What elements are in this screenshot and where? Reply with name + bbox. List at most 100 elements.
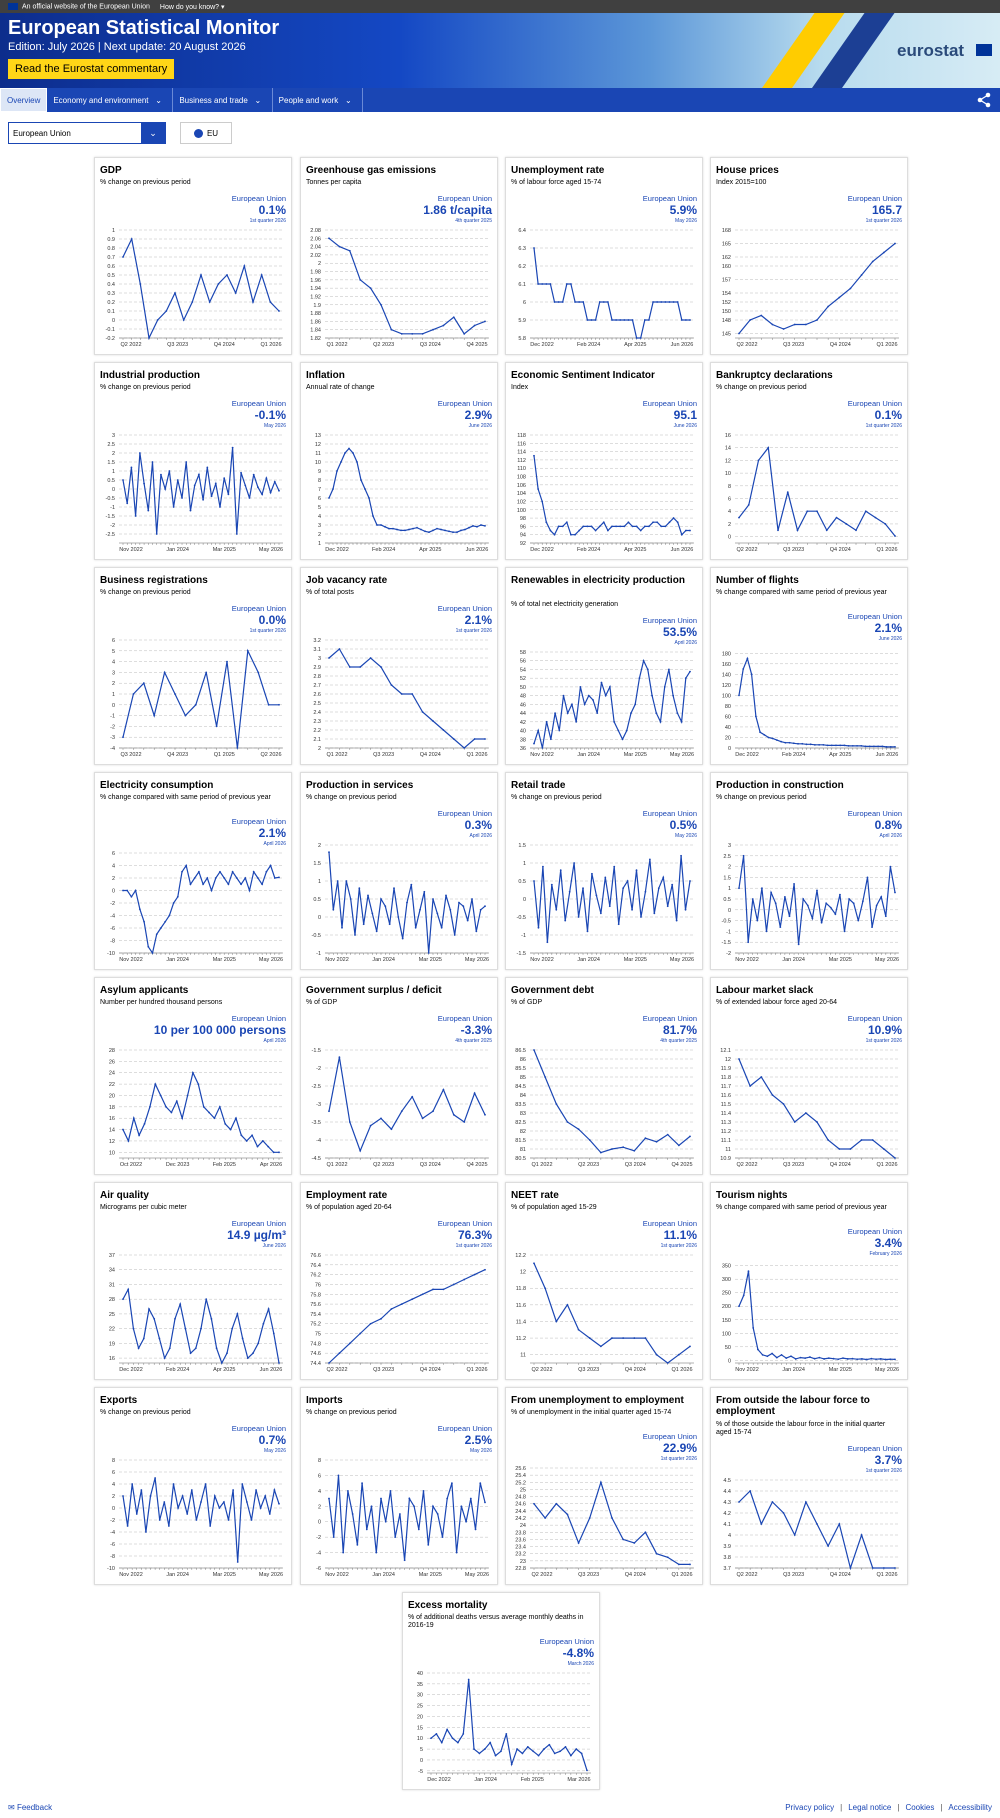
data-point	[553, 533, 556, 536]
data-point	[369, 1124, 372, 1127]
footer-link-accessibility[interactable]: Accessibility	[948, 1803, 992, 1812]
indicator-card[interactable]: Labour market slack % of extended labour …	[710, 977, 908, 1175]
data-point	[790, 1355, 792, 1358]
indicator-card[interactable]: Tourism nights % change compared with sam…	[710, 1182, 908, 1380]
data-point	[544, 1076, 547, 1078]
data-point	[259, 1507, 262, 1509]
indicator-card[interactable]: Greenhouse gas emissions Tonnes per capit…	[300, 157, 498, 355]
data-point	[623, 525, 626, 528]
indicator-card[interactable]: Employment rate % of population aged 20-6…	[300, 1182, 498, 1380]
y-tick-label: 23.6	[515, 1537, 526, 1543]
x-tick-label: Dec 2022	[735, 752, 759, 758]
data-point	[806, 510, 809, 513]
eu-toggle-button[interactable]: EU	[180, 122, 232, 144]
x-tick-label: Mar 2025	[829, 1367, 852, 1373]
indicator-card[interactable]: Business registrations % change on previo…	[94, 567, 292, 765]
eu-flag-logo-icon	[976, 44, 992, 56]
tab-overview[interactable]: Overview	[0, 88, 48, 112]
y-tick-label: 10	[109, 1150, 115, 1156]
data-point	[174, 693, 176, 695]
y-tick-label: 2.02	[310, 253, 321, 259]
x-tick-label: May 2026	[465, 1572, 489, 1578]
data-point	[561, 525, 564, 528]
chevron-down-icon[interactable]: ⌄	[141, 123, 165, 143]
data-point	[818, 1356, 821, 1359]
indicator-title: Electricity consumption	[100, 780, 214, 791]
footer-link-privacy[interactable]: Privacy policy	[785, 1803, 835, 1812]
indicator-card[interactable]: Government surplus / deficit % of GDP Euro…	[300, 977, 498, 1175]
y-tick-label: 1.5	[723, 875, 731, 881]
indicator-card[interactable]: Exports % change on previous period Europe…	[94, 1387, 292, 1585]
indicator-card[interactable]: Unemployment rate % of labour force aged …	[505, 157, 703, 355]
y-tick-label: 11	[725, 1147, 731, 1153]
indicator-card[interactable]: Industrial production % change on previou…	[94, 362, 292, 560]
eurostat-logo[interactable]: eurostat	[897, 41, 965, 60]
data-point	[484, 1501, 486, 1504]
tab-people-work[interactable]: People and work ⌄	[273, 88, 364, 112]
feedback-link[interactable]: ✉ Feedback	[8, 1803, 53, 1812]
indicator-card[interactable]: Government debt% of GDP European Union 81.…	[505, 977, 703, 1175]
indicator-card[interactable]: Number of flights % change compared with …	[710, 567, 908, 765]
geo-select[interactable]: European Union ⌄	[8, 122, 166, 144]
data-point	[272, 1332, 275, 1335]
indicator-card[interactable]: House prices Index 2015=100 European Union…	[710, 157, 908, 355]
data-point	[163, 1501, 166, 1503]
data-point	[202, 883, 205, 886]
data-point	[244, 877, 247, 879]
indicator-card[interactable]: Bankruptcy declarations % change on previ…	[710, 362, 908, 560]
indicator-card[interactable]: Production in construction % change on pr…	[710, 772, 908, 970]
indicator-card[interactable]: Excess mortality % of additional deaths v…	[402, 1592, 600, 1790]
data-point	[411, 693, 414, 695]
footer-link-legal[interactable]: Legal notice	[848, 1803, 892, 1812]
data-point	[548, 1743, 551, 1746]
data-point	[646, 668, 649, 671]
indicator-title: GDP	[100, 165, 122, 176]
indicator-card[interactable]: From outside the labour force to employm…	[710, 1387, 908, 1585]
data-point	[677, 1144, 680, 1147]
y-tick-label: -4	[110, 746, 115, 752]
indicator-card[interactable]: Asylum applicants Number per hundred thou…	[94, 977, 292, 1175]
data-point	[163, 671, 166, 674]
indicator-card[interactable]: Production in services % change on previo…	[300, 772, 498, 970]
data-point	[473, 1748, 475, 1750]
data-point	[371, 912, 374, 915]
indicator-card[interactable]: Inflation Annual rate of change European U…	[300, 362, 498, 560]
data-point	[227, 1519, 230, 1521]
data-point	[586, 525, 589, 528]
y-tick-label: 0	[112, 487, 115, 493]
data-point	[849, 287, 852, 290]
data-point	[336, 470, 338, 472]
data-point	[451, 1737, 454, 1740]
y-tick-label: 0	[318, 1520, 321, 1526]
indicator-card[interactable]: Renewables in electricity production % of…	[505, 567, 703, 765]
data-point	[140, 1489, 143, 1491]
data-point	[456, 1741, 459, 1744]
indicator-card[interactable]: From unemployment to employment % of unem…	[505, 1387, 703, 1585]
indicator-card[interactable]: Retail trade % change on previous period E…	[505, 772, 703, 970]
y-tick-label: -10	[107, 1566, 115, 1572]
data-point	[268, 1513, 271, 1515]
y-tick-label: 4	[728, 1533, 731, 1539]
x-tick-label: May 2026	[259, 957, 283, 963]
indicator-card[interactable]: NEET rate % of population aged 15-29 Europ…	[505, 1182, 703, 1380]
data-point	[816, 1121, 818, 1123]
data-point	[813, 1357, 816, 1360]
y-tick-label: 25.4	[515, 1473, 526, 1479]
y-tick-label: 100	[722, 693, 731, 699]
indicator-card[interactable]: GDP % change on previous period European U…	[94, 157, 292, 355]
y-tick-label: -2.5	[106, 532, 115, 538]
tab-business-trade[interactable]: Business and trade ⌄	[173, 88, 273, 112]
indicator-card[interactable]: Air quality Micrograms per cubic meter Eur…	[94, 1182, 292, 1380]
how-do-you-know-link[interactable]: How do you know? ▾	[159, 3, 225, 11]
data-point	[143, 920, 145, 923]
indicator-card[interactable]: Imports % change on previous period Europe…	[300, 1387, 498, 1585]
indicator-card[interactable]: Job vacancy rate % of total posts European…	[300, 567, 498, 765]
y-tick-label: 102	[517, 499, 526, 505]
read-commentary-button[interactable]: Read the Eurostat commentary	[8, 59, 175, 79]
y-tick-label: 1	[523, 861, 526, 867]
footer-link-cookies[interactable]: Cookies	[905, 1803, 935, 1812]
tab-economy-environment[interactable]: Economy and environment ⌄	[47, 88, 174, 112]
share-icon[interactable]	[976, 92, 992, 108]
indicator-card[interactable]: Economic Sentiment Indicator Index Europea…	[505, 362, 703, 560]
indicator-card[interactable]: Electricity consumption % change compared…	[94, 772, 292, 970]
